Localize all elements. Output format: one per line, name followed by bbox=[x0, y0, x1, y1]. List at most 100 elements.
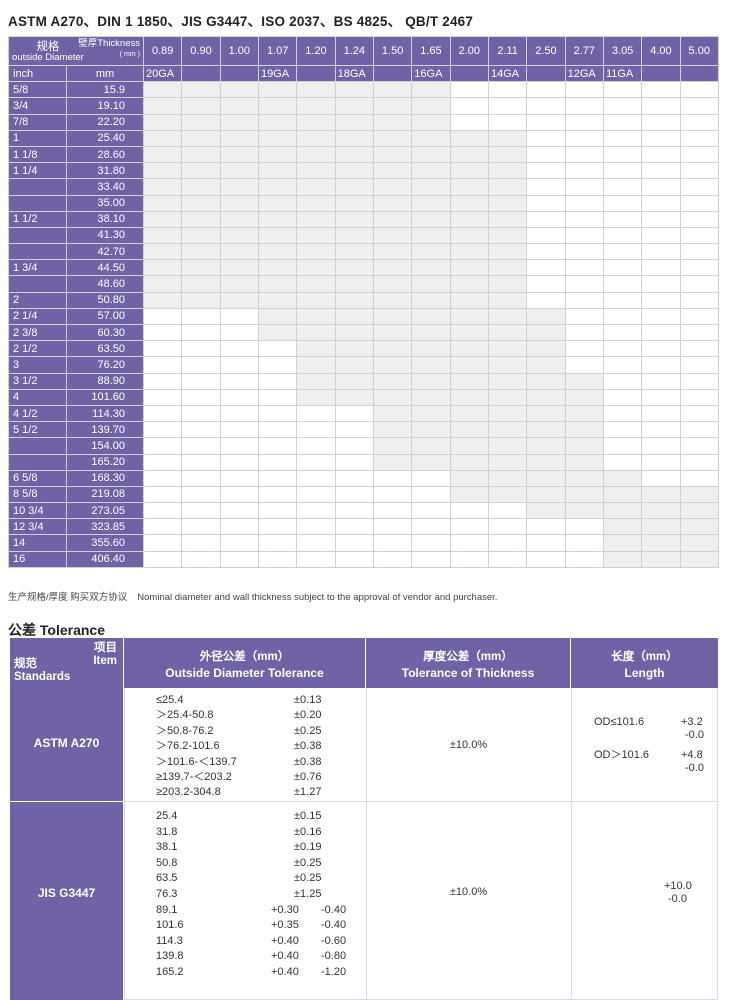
astm-length-long-minus: -0.0 bbox=[685, 762, 704, 774]
table-row: 4 101.60 bbox=[8, 388, 719, 406]
available-cell bbox=[602, 485, 643, 504]
available-cell bbox=[181, 275, 221, 293]
empty-cell bbox=[679, 194, 719, 212]
available-cell bbox=[372, 81, 413, 99]
available-cell bbox=[449, 469, 489, 487]
empty-cell bbox=[487, 113, 528, 131]
thickness-header: 2.77 bbox=[564, 36, 604, 66]
available-cell bbox=[411, 404, 451, 423]
available-cell bbox=[142, 97, 183, 115]
empty-cell bbox=[142, 388, 183, 406]
available-cell bbox=[372, 129, 413, 147]
available-cell bbox=[449, 388, 489, 406]
empty-cell bbox=[411, 485, 451, 504]
empty-cell bbox=[564, 518, 604, 536]
gauge-header bbox=[296, 64, 336, 83]
table-row: 14 355.60 bbox=[8, 534, 719, 552]
empty-cell bbox=[142, 550, 183, 568]
available-cell bbox=[411, 129, 451, 147]
available-cell bbox=[142, 113, 183, 131]
table-row: 3/4 19.10 bbox=[8, 97, 719, 115]
available-cell bbox=[296, 372, 336, 390]
available-cell bbox=[564, 469, 604, 487]
list-item: 139.8 +0.40 -0.80 bbox=[156, 949, 356, 965]
available-cell bbox=[257, 113, 298, 131]
available-cell bbox=[296, 97, 336, 115]
list-item: 38.1 ±0.19 bbox=[156, 840, 356, 856]
mm-cell: 165.20 bbox=[66, 453, 144, 471]
available-cell bbox=[372, 437, 413, 455]
empty-cell bbox=[564, 259, 604, 277]
thickness-tolerance-header-en: Tolerance of Thickness bbox=[401, 666, 535, 680]
thickness-header: 3.05 bbox=[602, 36, 643, 66]
available-cell bbox=[181, 113, 221, 131]
available-cell bbox=[219, 291, 259, 309]
available-cell bbox=[372, 194, 413, 212]
od-tolerance: ±0.76 bbox=[294, 770, 322, 783]
empty-cell bbox=[641, 437, 681, 455]
empty-cell bbox=[679, 340, 719, 358]
available-cell bbox=[641, 502, 681, 520]
empty-cell bbox=[181, 437, 221, 455]
inch-cell bbox=[8, 194, 67, 212]
empty-cell bbox=[602, 404, 643, 423]
available-cell bbox=[142, 210, 183, 228]
empty-cell bbox=[602, 275, 643, 293]
empty-cell bbox=[257, 485, 298, 504]
empty-cell bbox=[142, 356, 183, 374]
available-cell bbox=[334, 97, 374, 115]
inch-cell: 5 1/2 bbox=[8, 421, 67, 439]
inch-column-header: inch bbox=[8, 64, 67, 83]
available-cell bbox=[296, 291, 336, 309]
available-cell bbox=[411, 259, 451, 277]
mm-cell: 31.80 bbox=[66, 162, 144, 180]
list-item: ＞50.8-76.2 ±0.25 bbox=[156, 724, 356, 739]
available-cell bbox=[526, 388, 566, 406]
empty-cell bbox=[564, 291, 604, 309]
empty-cell bbox=[526, 259, 566, 277]
od-tolerance: ±0.20 bbox=[294, 709, 322, 722]
available-cell bbox=[411, 323, 451, 342]
available-cell bbox=[602, 469, 643, 487]
outside-diameter-label: outside Diameter bbox=[12, 52, 84, 63]
empty-cell bbox=[411, 518, 451, 536]
available-cell bbox=[449, 404, 489, 423]
inch-cell: 2 3/8 bbox=[8, 323, 67, 342]
table-row: 1 1/2 38.10 bbox=[8, 210, 719, 228]
available-cell bbox=[296, 388, 336, 406]
mm-cell: 101.60 bbox=[66, 388, 144, 406]
od-tolerance: ±0.15 bbox=[294, 810, 322, 822]
od-value: 101.6 bbox=[156, 919, 184, 932]
available-cell bbox=[487, 340, 528, 358]
inch-cell: 3/4 bbox=[8, 97, 67, 115]
available-cell bbox=[411, 113, 451, 131]
empty-cell bbox=[181, 356, 221, 374]
available-cell bbox=[487, 485, 528, 504]
available-cell bbox=[449, 162, 489, 180]
available-cell bbox=[372, 356, 413, 374]
gauge-header bbox=[641, 64, 681, 83]
table-row: 10 3/4 273.05 bbox=[8, 502, 719, 520]
available-cell bbox=[487, 194, 528, 212]
empty-cell bbox=[487, 97, 528, 115]
empty-cell bbox=[142, 404, 183, 423]
empty-cell bbox=[564, 356, 604, 374]
available-cell bbox=[334, 356, 374, 374]
available-cell bbox=[372, 275, 413, 293]
empty-cell bbox=[602, 372, 643, 390]
available-cell bbox=[257, 194, 298, 212]
od-tolerance: ±1.27 bbox=[294, 786, 322, 799]
empty-cell bbox=[372, 550, 413, 568]
od-tolerance-header: 外径公差（mm） Outside Diameter Tolerance bbox=[124, 638, 366, 688]
available-cell bbox=[564, 388, 604, 406]
empty-cell bbox=[372, 502, 413, 520]
available-cell bbox=[296, 226, 336, 245]
empty-cell bbox=[372, 518, 413, 536]
mm-cell: 406.40 bbox=[66, 550, 144, 568]
available-cell bbox=[602, 534, 643, 552]
empty-cell bbox=[296, 421, 336, 439]
empty-cell bbox=[142, 518, 183, 536]
astm-label: ASTM A270 bbox=[33, 736, 100, 750]
available-cell bbox=[679, 534, 719, 552]
empty-cell bbox=[257, 421, 298, 439]
